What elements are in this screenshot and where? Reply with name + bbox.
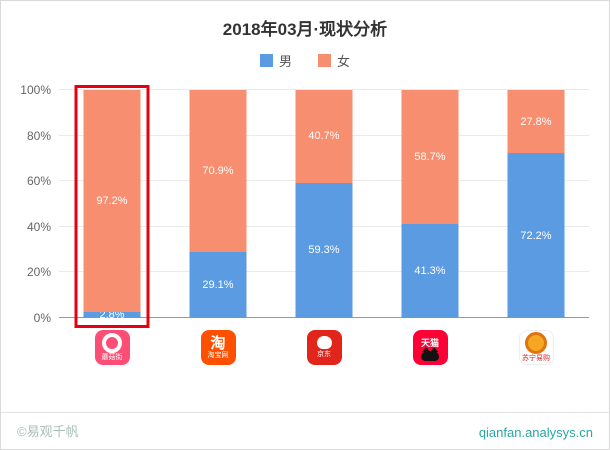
jd-dog-glyph xyxy=(316,336,332,349)
legend-label: 女 xyxy=(337,54,351,69)
bars-container: 97.2% 2.8% 70.9% 29.1% 40.7% 59.3% 58.7% 41.3% 2… xyxy=(59,85,589,328)
y-tick-label: 80% xyxy=(26,128,51,143)
bar-group-0: 97.2% 2.8% xyxy=(59,85,165,328)
legend-swatch xyxy=(318,54,331,67)
app-icon-cell-3: 天猫 xyxy=(377,330,483,365)
gridline xyxy=(59,89,589,90)
y-tick-label: 60% xyxy=(26,174,51,189)
bar-group-3: 58.7% 41.3% xyxy=(377,90,483,318)
taobao-glyph: 淘 xyxy=(210,334,226,352)
app-icon-taobao: 淘淘宝网 xyxy=(200,330,236,365)
stacked-bar-3: 58.7% 41.3% xyxy=(401,90,459,318)
app-icon-cell-1: 淘淘宝网 xyxy=(165,330,271,365)
legend: 男女 xyxy=(1,51,609,70)
app-icon-mogujie: 蘑菇街 xyxy=(94,330,130,365)
bar-4-segment-male: 72.2% xyxy=(507,153,565,318)
stacked-bar-0: 97.2% 2.8% xyxy=(83,90,141,318)
tmall-text: 天猫 xyxy=(420,337,439,348)
bar-3-segment-male: 41.3% xyxy=(401,223,459,318)
legend-item-1[interactable]: 女 xyxy=(318,51,350,70)
legend-label: 男 xyxy=(278,54,292,69)
watermark: ©易观千帆 xyxy=(17,424,79,439)
app-icon-suning: 苏宁易购 xyxy=(518,330,554,365)
footer: ©易观千帆 qianfan.analysys.cn xyxy=(17,421,593,440)
y-tick-label: 0% xyxy=(33,311,51,325)
app-icon-cell-0: 蘑菇街 xyxy=(59,330,165,365)
bar-1-segment-male: 29.1% xyxy=(189,251,247,318)
app-icon-cell-2: 京东 xyxy=(271,330,377,365)
chart-title: 2018年03月·现状分析 xyxy=(222,20,388,39)
mogujie-ring-glyph xyxy=(102,333,122,353)
bar-3-segment-female: 58.7% xyxy=(401,90,459,224)
stacked-bar-1: 70.9% 29.1% xyxy=(189,90,247,318)
source-link[interactable]: qianfan.analysys.cn xyxy=(478,425,593,440)
app-icon-cell-4: 苏宁易购 xyxy=(483,330,589,365)
bar-group-2: 40.7% 59.3% xyxy=(271,90,377,318)
footer-divider xyxy=(1,412,609,413)
y-tick-label: 40% xyxy=(26,219,51,234)
bar-4-segment-female: 27.8% xyxy=(507,90,565,154)
app-icon-text: 苏宁易购 xyxy=(522,355,550,362)
y-tick-label: 100% xyxy=(20,83,51,97)
stacked-bar-4: 27.8% 72.2% xyxy=(507,90,565,318)
app-icon-tmall: 天猫 xyxy=(412,330,448,365)
legend-item-0[interactable]: 男 xyxy=(259,51,292,70)
plot-area: 0% 20% 40% 60% 80% 100% 97.2% 2.8% 70.9% 29.1% 40.… xyxy=(20,83,589,328)
bar-2-segment-female: 40.7% xyxy=(295,90,353,183)
app-icon-jd: 京东 xyxy=(306,330,342,365)
bar-2-segment-male: 59.3% xyxy=(295,182,353,318)
bar-group-4: 27.8% 72.2% xyxy=(483,90,589,318)
app-icon-text: 蘑菇街 xyxy=(101,354,123,361)
app-icons-row: 蘑菇街淘淘宝网 京东 天猫 苏宁易购 xyxy=(59,330,589,365)
bar-0-segment-male: 2.8% xyxy=(83,311,141,318)
bar-1-segment-female: 70.9% xyxy=(189,90,247,252)
tmall-cat-glyph xyxy=(421,347,439,361)
bar-group-1: 70.9% 29.1% xyxy=(165,90,271,318)
app-icon-text: 京东 xyxy=(317,351,331,358)
suning-lion-glyph xyxy=(525,332,547,354)
y-tick-label: 20% xyxy=(26,265,51,280)
stacked-bar-2: 40.7% 59.3% xyxy=(295,90,353,318)
app-icon-text: 淘宝网 xyxy=(207,351,229,359)
bar-0-segment-female: 97.2% xyxy=(83,90,141,312)
legend-swatch xyxy=(259,54,273,67)
